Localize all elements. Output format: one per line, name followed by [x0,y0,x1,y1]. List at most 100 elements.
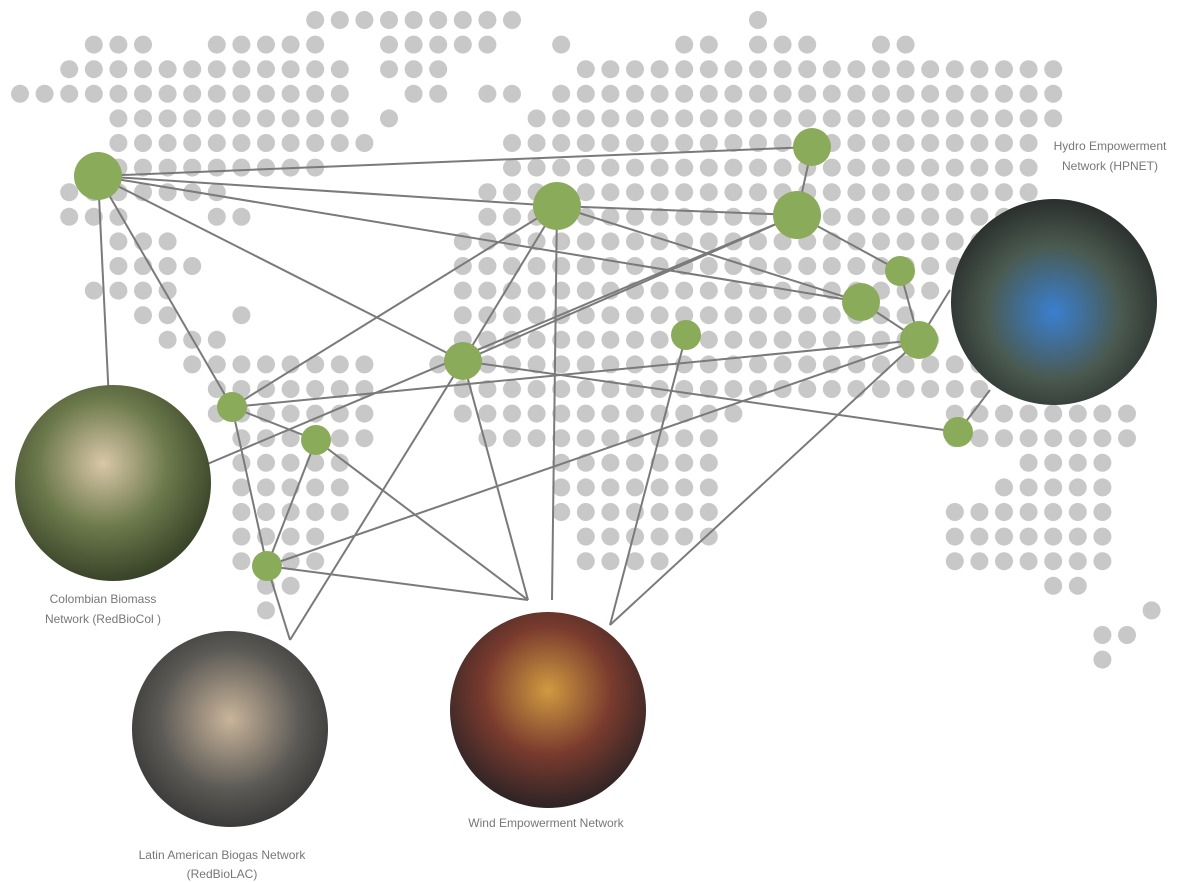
label-line: Latin American Biogas Network [139,848,307,862]
map-dot [798,257,816,275]
map-dot [1093,429,1111,447]
map-dot [109,257,127,275]
map-dot [798,36,816,54]
map-dot [626,380,644,398]
map-dot [724,282,742,300]
map-dot [552,478,570,496]
map-dot [700,478,718,496]
map-dot [823,85,841,103]
map-dot [798,380,816,398]
map-dot [626,454,644,472]
map-dot [331,11,349,29]
map-dot [601,159,619,177]
map-dot [946,208,964,226]
map-dot [1044,552,1062,570]
map-dot [970,208,988,226]
map-dot [257,159,275,177]
map-dot [134,60,152,78]
map-dot [232,429,250,447]
map-dot [528,429,546,447]
map-dot [651,282,669,300]
label-line: Hydro Empowerment [1054,139,1167,153]
map-dot [306,478,324,496]
map-dot [282,577,300,595]
map-dot [921,85,939,103]
network-node [773,191,821,239]
map-dot [970,159,988,177]
map-dot [626,134,644,152]
map-dot [208,159,226,177]
map-dot [282,528,300,546]
map-dot [724,208,742,226]
map-dot [306,503,324,521]
map-dot [577,282,595,300]
map-dot [60,60,78,78]
network-node [252,551,282,581]
map-dot [257,454,275,472]
map-dot [700,355,718,373]
map-dot [946,60,964,78]
map-dot [651,552,669,570]
map-dot [1020,405,1038,423]
map-dot [798,109,816,127]
map-dot [1044,85,1062,103]
map-dot [995,528,1013,546]
map-dot [552,134,570,152]
map-dot [626,60,644,78]
map-dot [552,109,570,127]
map-dot [109,85,127,103]
map-dot [1020,528,1038,546]
map-dot [995,159,1013,177]
map-dot [1020,183,1038,201]
map-dot [921,60,939,78]
map-dot [159,85,177,103]
network-map: Hydro Empowerment Network (HPNET) Colomb… [0,0,1184,882]
map-dot [700,528,718,546]
map-dot [651,60,669,78]
map-dot [946,380,964,398]
map-dot [946,85,964,103]
map-dot [208,109,226,127]
map-dot [552,36,570,54]
map-dot [454,36,472,54]
map-dot [651,109,669,127]
map-dot [675,429,693,447]
map-dot [429,11,447,29]
map-dot [700,183,718,201]
map-dot [970,134,988,152]
map-dot [601,232,619,250]
map-dot [872,60,890,78]
map-dot [355,429,373,447]
map-dot [85,36,103,54]
map-dot [675,159,693,177]
map-dot [1044,60,1062,78]
network-node [533,182,581,230]
map-dot [577,60,595,78]
map-dot [798,306,816,324]
map-dot [847,134,865,152]
map-dot [159,257,177,275]
map-dot [159,331,177,349]
map-dot [405,11,423,29]
map-dot [1093,503,1111,521]
map-dot [651,528,669,546]
map-dot [946,552,964,570]
map-dot [872,85,890,103]
map-dot [1093,454,1111,472]
map-dot [503,208,521,226]
map-dot [306,380,324,398]
map-dot [700,232,718,250]
map-dot [626,109,644,127]
map-dot [872,109,890,127]
map-dot [995,478,1013,496]
map-dot [749,36,767,54]
map-dot [774,331,792,349]
map-dot [700,134,718,152]
map-dot [282,36,300,54]
map-dot [1118,429,1136,447]
map-dot [355,134,373,152]
map-dot [675,454,693,472]
map-dot [700,85,718,103]
map-dot [921,208,939,226]
map-dot [478,405,496,423]
